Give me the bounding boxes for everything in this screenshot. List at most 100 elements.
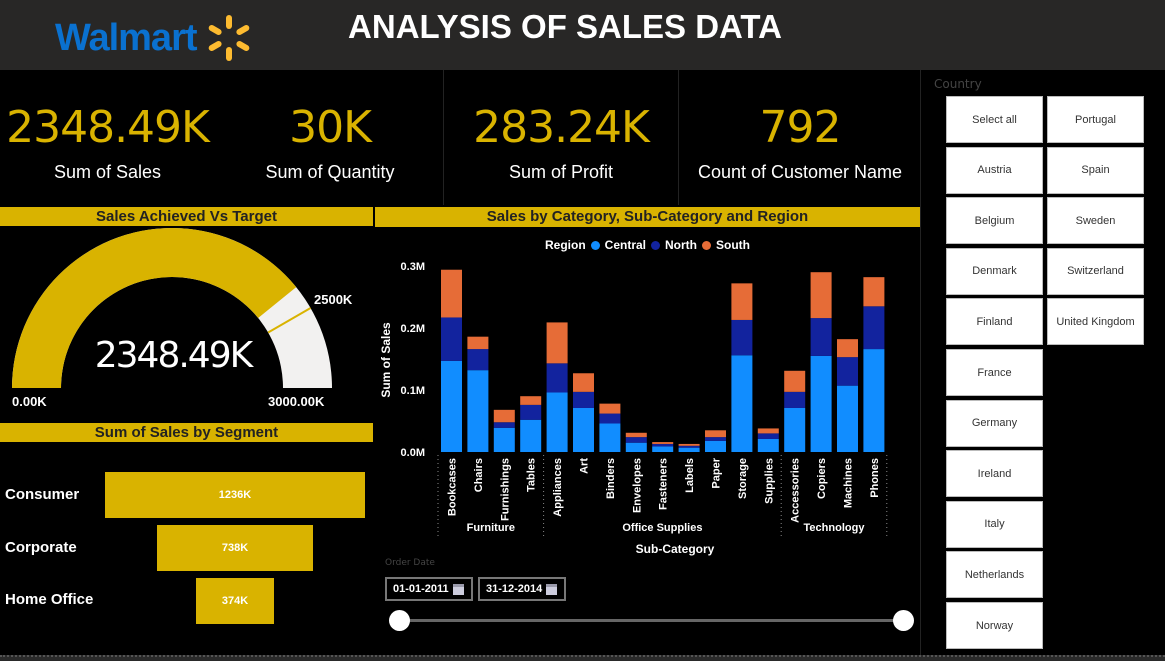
calendar-icon[interactable] (546, 583, 558, 595)
date-slider-start-handle[interactable] (389, 610, 410, 631)
bar-segment-south[interactable] (493, 409, 515, 423)
date-slider-end-handle[interactable] (893, 610, 914, 631)
bar-segment-north[interactable] (810, 318, 832, 356)
bar-segment-north[interactable] (863, 306, 885, 350)
bar-segment-north[interactable] (678, 445, 700, 448)
segment-bar[interactable]: 374K (195, 578, 275, 624)
country-option[interactable]: Switzerland (1047, 247, 1144, 295)
country-option[interactable]: France (946, 349, 1043, 396)
bar-segment-north[interactable] (467, 349, 489, 371)
bar-segment-north[interactable] (599, 413, 621, 424)
country-option[interactable]: Ireland (946, 450, 1043, 498)
x-tick-label: Binders (605, 458, 617, 499)
gauge-target-label: 2500K (314, 292, 353, 307)
country-option[interactable]: Sweden (1047, 197, 1144, 245)
page-title: ANALYSIS OF SALES DATA (348, 8, 782, 45)
x-tick-label: Supplies (763, 458, 775, 504)
bar-segment-north[interactable] (652, 443, 674, 447)
gauge-max: 3000.00K (268, 394, 325, 409)
bar-segment-south[interactable] (863, 277, 885, 307)
bar-segment-south[interactable] (837, 339, 858, 358)
country-option[interactable]: United Kingdom (1047, 298, 1144, 346)
country-option[interactable]: Italy (946, 500, 1043, 548)
bar-segment-north[interactable] (784, 391, 806, 408)
segment-title: Sum of Sales by Segment (0, 423, 373, 442)
segment-bar[interactable]: 1236K (105, 472, 365, 518)
bar-segment-south[interactable] (810, 272, 832, 319)
bar-segment-central[interactable] (520, 419, 542, 452)
bar-segment-north[interactable] (573, 391, 594, 408)
bar-segment-south[interactable] (678, 443, 700, 446)
bar-segment-central[interactable] (837, 385, 858, 452)
bar-segment-south[interactable] (441, 269, 462, 318)
bar-segment-north[interactable] (546, 363, 568, 393)
gauge-fill (12, 227, 297, 388)
legend-item[interactable]: Central (604, 238, 647, 252)
bar-segment-south[interactable] (546, 322, 568, 364)
end-date-input[interactable]: 31-12-2014 (478, 577, 566, 601)
calendar-icon[interactable] (452, 583, 464, 595)
country-option[interactable]: Finland (946, 298, 1043, 346)
date-slider-track[interactable] (400, 619, 903, 622)
bar-segment-south[interactable] (731, 283, 753, 320)
bar-segment-central[interactable] (493, 427, 515, 452)
country-option[interactable]: Spain (1047, 146, 1144, 194)
x-tick-label: Furnishings (499, 458, 511, 521)
bar-segment-central[interactable] (810, 355, 832, 452)
bar-segment-south[interactable] (757, 428, 779, 434)
start-date-input[interactable]: 01-01-2011 (385, 577, 473, 601)
bar-segment-north[interactable] (705, 437, 726, 441)
country-option[interactable]: Norway (946, 602, 1043, 649)
x-tick-label: Chairs (473, 458, 485, 492)
bar-segment-north[interactable] (625, 437, 647, 443)
country-option[interactable]: Austria (946, 146, 1043, 194)
bar-segment-central[interactable] (573, 407, 594, 452)
bar-segment-north[interactable] (520, 404, 542, 420)
bar-segment-central[interactable] (546, 392, 568, 452)
bar-segment-south[interactable] (467, 336, 489, 350)
bar-segment-central[interactable] (863, 349, 885, 452)
bar-segment-central[interactable] (467, 370, 489, 452)
bar-segment-south[interactable] (573, 373, 594, 392)
bar-segment-central[interactable] (678, 447, 700, 452)
bar-segment-north[interactable] (757, 433, 779, 439)
bar-segment-central[interactable] (441, 360, 462, 452)
legend-item[interactable]: North (665, 238, 698, 252)
date-slicer-label: Order Date (385, 558, 435, 568)
segment-label: Home Office (5, 591, 94, 608)
country-option[interactable]: Germany (946, 399, 1043, 447)
x-tick-label: Envelopes (631, 458, 643, 513)
bar-segment-south[interactable] (652, 442, 674, 444)
bar-segment-central[interactable] (731, 355, 753, 452)
x-axis-title: Sub-Category (636, 542, 715, 556)
country-option[interactable]: Portugal (1047, 96, 1144, 143)
x-tick-label: Storage (737, 458, 749, 499)
country-option[interactable]: Netherlands (946, 551, 1043, 599)
country-option[interactable]: Denmark (946, 247, 1043, 295)
y-tick-label: 0.1M (401, 385, 425, 397)
bar-segment-south[interactable] (625, 432, 647, 438)
bar-segment-north[interactable] (731, 319, 753, 356)
legend-item[interactable]: South (716, 238, 751, 252)
bar-segment-central[interactable] (705, 440, 726, 452)
country-option[interactable]: Belgium (946, 197, 1043, 245)
country-option[interactable]: Select all (946, 96, 1043, 143)
bar-segment-south[interactable] (520, 396, 542, 405)
bar-segment-central[interactable] (652, 446, 674, 452)
bar-segment-north[interactable] (441, 317, 462, 361)
bar-segment-central[interactable] (784, 407, 806, 452)
bar-segment-south[interactable] (599, 403, 621, 414)
bar-segment-south[interactable] (784, 370, 806, 392)
bar-segment-central[interactable] (757, 438, 779, 452)
kpi-profit: 283.24K Sum of Profit (473, 102, 650, 182)
x-tick-label: Accessories (790, 458, 802, 523)
kpi-sales: 2348.49K Sum of Sales (6, 102, 210, 182)
bar-segment-central[interactable] (599, 423, 621, 452)
bar-segment-central[interactable] (625, 442, 647, 452)
x-tick-label: Bookcases (447, 458, 459, 516)
start-date-value: 01-01-2011 (393, 583, 449, 595)
bar-segment-north[interactable] (493, 422, 515, 428)
segment-bar[interactable]: 738K (157, 525, 313, 571)
bar-segment-south[interactable] (705, 430, 726, 438)
bar-segment-north[interactable] (837, 357, 858, 386)
